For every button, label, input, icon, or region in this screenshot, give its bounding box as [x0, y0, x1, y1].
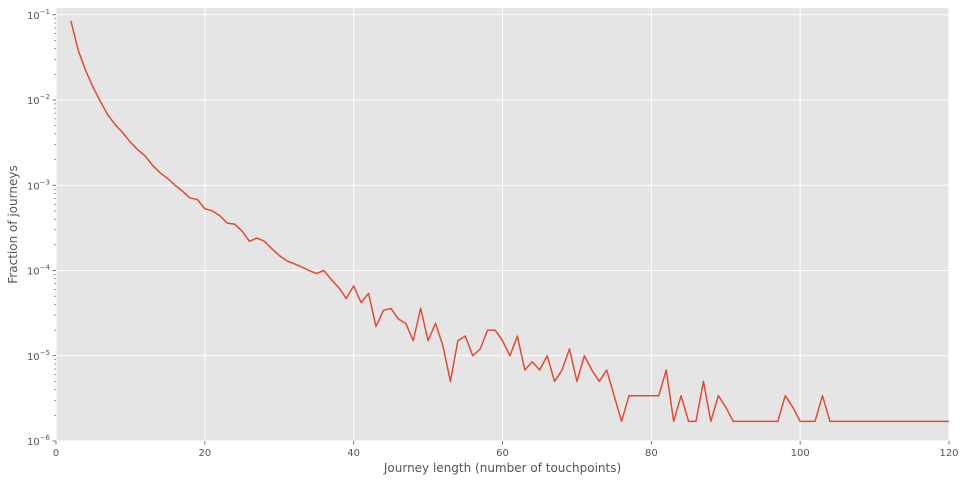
y-tick-label: 10−1 — [27, 8, 50, 22]
x-axis-label: Journey length (number of touchpoints) — [383, 461, 621, 475]
x-tick-label: 20 — [198, 448, 211, 459]
y-tick-label: 10−6 — [27, 434, 51, 448]
y-axis-label: Fraction of journeys — [6, 165, 20, 283]
x-tick-label: 80 — [645, 448, 658, 459]
x-tick-label: 120 — [939, 448, 958, 459]
x-tick-label: 40 — [347, 448, 360, 459]
x-tick-label: 0 — [53, 448, 59, 459]
y-tick-label: 10−3 — [27, 178, 50, 192]
y-axis-ticks: 10−6 10−5 10−4 10−3 10−2 10−1 — [27, 8, 56, 448]
y-tick-label: 10−2 — [27, 93, 50, 107]
x-tick-label: 60 — [496, 448, 509, 459]
y-tick-label: 10−5 — [27, 349, 50, 363]
x-axis-ticks: 0 20 40 60 80 100 120 — [53, 441, 959, 459]
y-minor-ticks — [54, 18, 56, 416]
y-tick-label: 10−4 — [27, 264, 51, 278]
series-line — [70, 20, 949, 423]
x-tick-label: 100 — [791, 448, 810, 459]
